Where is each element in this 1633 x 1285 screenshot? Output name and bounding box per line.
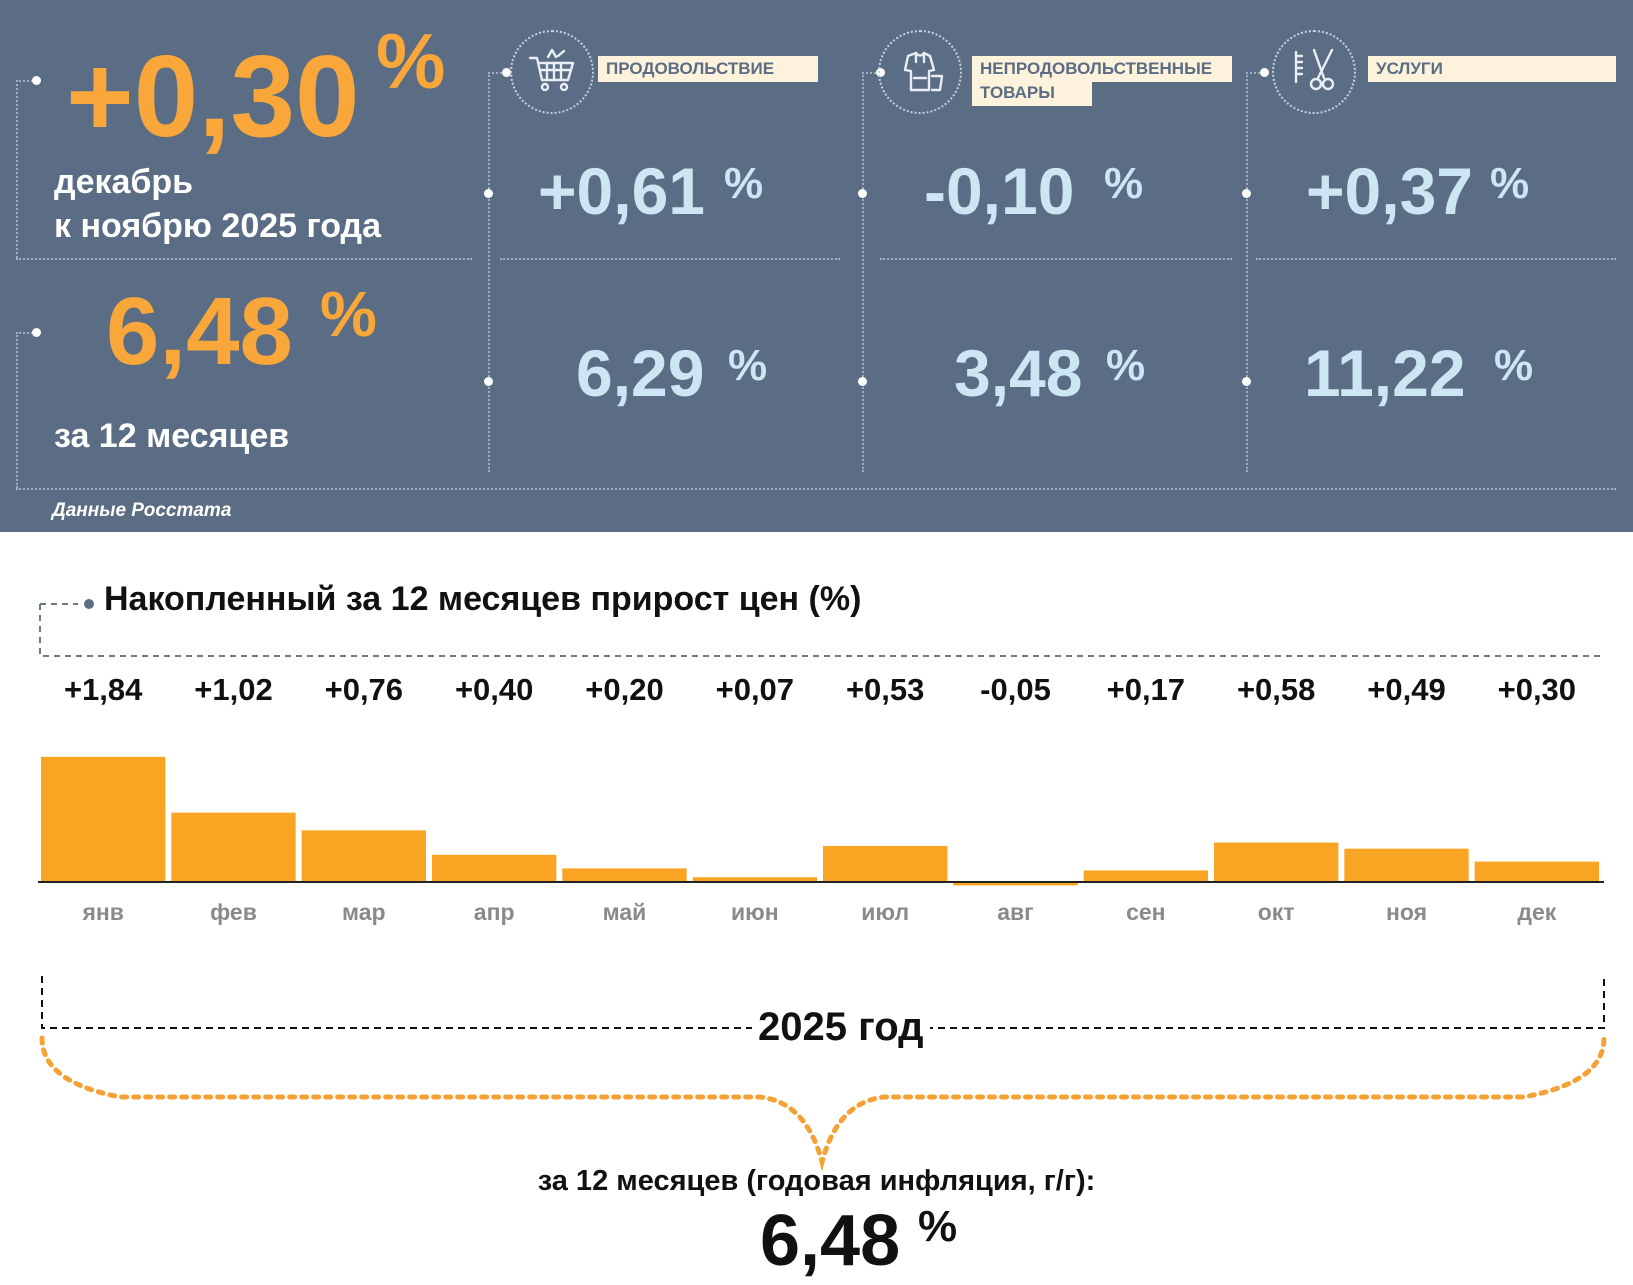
summary-panel: +0,30 % декабрь к ноябрю 2025 года 6,48 … (0, 0, 1633, 532)
bullet-dot (858, 189, 867, 198)
year-caption: за 12 месяцев (54, 417, 290, 455)
category-month-value: -0,10 (924, 154, 1075, 228)
x-tick-label: окт (1258, 899, 1295, 925)
category-year-value: 3,48 (954, 336, 1083, 410)
annual-inflation-percent: % (918, 1202, 958, 1251)
category-percent: % (1494, 341, 1534, 390)
divider (16, 332, 36, 334)
bullet-dot (484, 189, 493, 198)
divider (1246, 72, 1264, 74)
divider (488, 72, 506, 74)
month-caption: декабрь (54, 163, 194, 201)
bar-chart: +1,84 янв +1,02 фев +0,76 мар +0,40 апр +0,20 май… (38, 672, 1604, 925)
bullet-dot (858, 377, 867, 386)
x-tick-label: ноя (1386, 899, 1427, 925)
chart-title: Накопленный за 12 месяцев прирост цен (%… (104, 580, 862, 618)
x-tick-label: сен (1126, 899, 1165, 925)
bar-июн (692, 877, 817, 882)
bar-апр (432, 854, 557, 882)
shopping-cart-icon (510, 30, 594, 114)
year-inflation-value: 6,48 (106, 278, 293, 385)
divider (862, 72, 864, 472)
bullet-dot (1242, 377, 1251, 386)
divider (16, 332, 18, 488)
category-month-value: +0,37 (1306, 154, 1473, 228)
category-label: УСЛУГИ (1368, 56, 1616, 82)
year-inflation-percent: % (320, 278, 377, 350)
bar-мар (301, 830, 426, 882)
bar-value-label: +0,20 (585, 672, 663, 707)
clothing-icon (878, 30, 962, 114)
category-year-value: 6,29 (576, 336, 705, 410)
x-tick-label: апр (474, 899, 515, 925)
category-label: ПРОДОВОЛЬСТВИЕ (598, 56, 818, 82)
x-tick-label: июн (731, 899, 779, 925)
divider (16, 80, 36, 82)
annual-inflation-label: за 12 месяцев (годовая инфляция, г/г): (537, 1165, 1096, 1197)
bar-май (562, 868, 687, 882)
category-label: НЕПРОДОВОЛЬСТВЕННЫЕ (972, 56, 1232, 82)
divider (1256, 258, 1616, 260)
bullet-dot (484, 377, 493, 386)
bar-value-label: +0,40 (455, 672, 533, 707)
x-tick-label: фев (210, 899, 257, 925)
bullet-dot (32, 76, 41, 85)
category-label: ТОВАРЫ (972, 80, 1092, 106)
divider (16, 80, 18, 258)
x-tick-label: июл (861, 899, 909, 925)
x-tick-label: авг (997, 899, 1034, 925)
bar-value-label: +0,17 (1107, 672, 1185, 707)
bar-окт (1214, 842, 1339, 882)
bar-value-label: +1,84 (64, 672, 143, 707)
annual-inflation-value: 6,48 (760, 1201, 901, 1281)
bar-value-label: +1,02 (194, 672, 272, 707)
category-percent: % (1490, 159, 1530, 208)
month-caption: к ноябрю 2025 года (54, 207, 382, 245)
x-tick-label: май (603, 899, 647, 925)
divider (16, 488, 1616, 490)
bar-value-label: +0,53 (846, 672, 924, 707)
bar-value-label: +0,49 (1367, 672, 1445, 707)
category-percent: % (1106, 341, 1146, 390)
divider (862, 72, 880, 74)
bar-авг (953, 882, 1078, 886)
category-month-value: +0,61 (538, 154, 705, 228)
bar-сен (1083, 870, 1208, 882)
category-year-value: 11,22 (1304, 336, 1466, 410)
bullet-dot (1242, 189, 1251, 198)
bar-ноя (1344, 848, 1469, 882)
year-bracket (39, 976, 1607, 1172)
divider (16, 258, 472, 260)
bar-value-label: +0,07 (716, 672, 794, 707)
category-percent: % (1104, 159, 1144, 208)
x-tick-label: мар (342, 899, 386, 925)
divider (1246, 72, 1248, 472)
bar-янв (41, 756, 166, 882)
bar-value-label: -0,05 (980, 672, 1051, 707)
divider (500, 258, 840, 260)
x-tick-label: янв (81, 899, 123, 925)
bullet-dot (1260, 68, 1269, 77)
bar-июл (823, 845, 948, 882)
bar-value-label: +0,30 (1498, 672, 1576, 707)
scissors-comb-icon (1272, 30, 1356, 114)
year-label: 2025 год (752, 1005, 930, 1050)
month-inflation-percent: % (376, 17, 446, 105)
divider (880, 258, 1232, 260)
chart-title-frame (39, 599, 1604, 657)
bar-value-label: +0,58 (1237, 672, 1315, 707)
category-percent: % (728, 341, 768, 390)
bullet-dot (32, 328, 41, 337)
bar-value-label: +0,76 (325, 672, 403, 707)
category-percent: % (724, 159, 764, 208)
bar-дек (1474, 861, 1599, 882)
x-tick-label: дек (1517, 899, 1556, 925)
divider (488, 72, 490, 472)
data-source-note: Данные Росстата (52, 500, 232, 521)
bar-фев (171, 812, 296, 882)
month-inflation-value: +0,30 (66, 31, 360, 161)
bullet-dot (502, 68, 511, 77)
